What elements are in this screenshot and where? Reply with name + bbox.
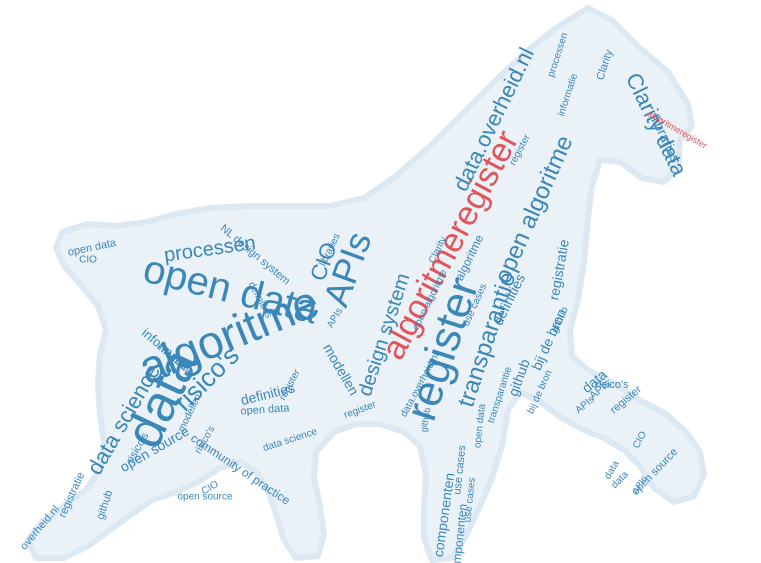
word-use-cases: use cases: [462, 477, 478, 523]
word-open-source: open source: [177, 492, 232, 503]
word-open-data: open data: [472, 403, 488, 449]
word-open-data: open data: [240, 402, 291, 417]
word-risico-s: risico's: [595, 379, 629, 391]
word-cio: CIO: [79, 255, 97, 266]
word-github: github: [418, 407, 432, 433]
horse-silhouette: [25, 5, 707, 563]
word-use-cases: use cases: [451, 444, 468, 495]
word-componenten: componenten: [448, 503, 470, 563]
